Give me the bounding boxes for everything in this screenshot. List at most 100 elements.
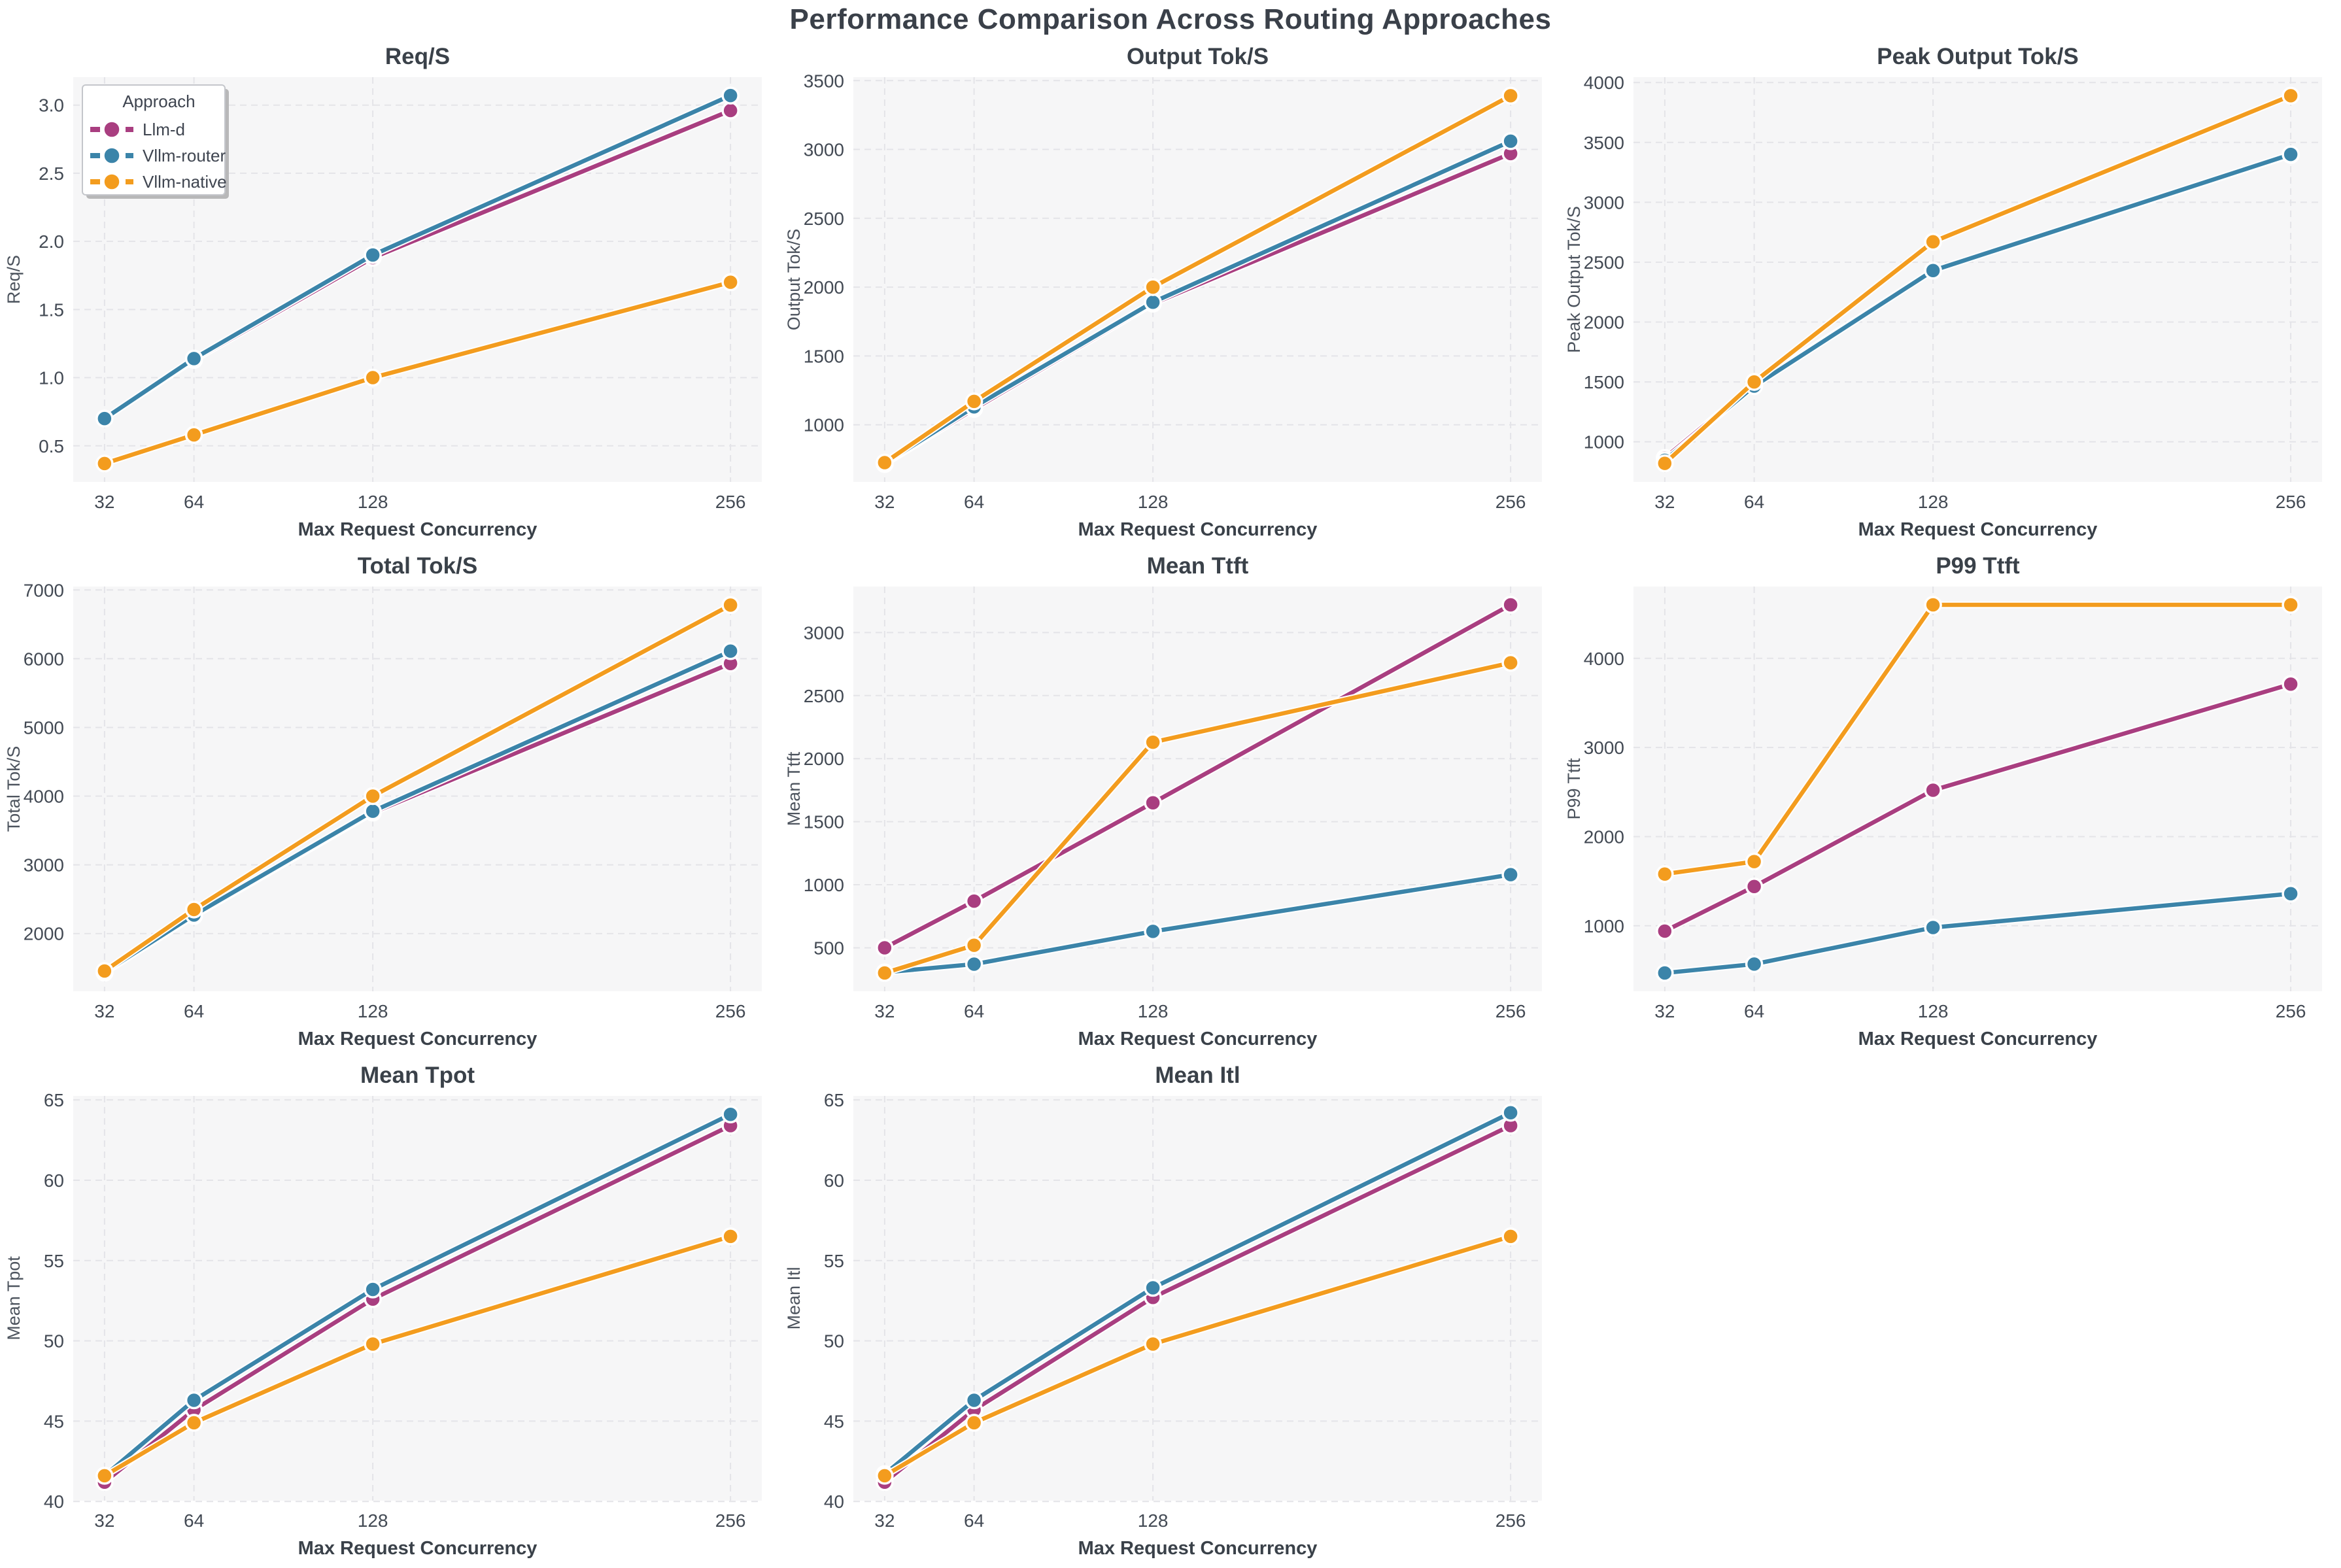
x-tick-label: 32 xyxy=(94,1001,114,1021)
x-axis-label: Max Request Concurrency xyxy=(298,519,538,540)
y-tick-label: 50 xyxy=(824,1331,844,1352)
data-point-vllm-router xyxy=(721,1105,740,1123)
data-point-llm-d xyxy=(1144,793,1162,812)
data-point-vllm-router xyxy=(1924,262,1942,280)
data-point-vllm-router xyxy=(1501,132,1520,150)
chart-cell-req-s: Req/S 0.5 1.0 1.5 2.0 2.5 3.0 32 64 128 256 Max Req… xyxy=(0,37,780,546)
x-tick-label: 64 xyxy=(184,1001,204,1021)
data-point-vllm-native xyxy=(1656,864,1674,883)
y-tick-label: 55 xyxy=(824,1251,844,1271)
data-point-vllm-router xyxy=(2281,884,2300,903)
chart-cell-mean-itl: Mean Itl 40 45 50 55 60 65 32 64 128 256 Max Reques… xyxy=(780,1055,1560,1565)
data-point-vllm-router xyxy=(364,1280,382,1299)
x-tick-label: 256 xyxy=(1495,1510,1526,1531)
legend-marker-icon xyxy=(102,172,122,192)
data-point-llm-d xyxy=(2281,675,2300,694)
y-tick-label: 55 xyxy=(44,1251,64,1271)
y-tick-label: 4000 xyxy=(24,787,64,807)
data-point-vllm-native xyxy=(95,454,114,473)
data-point-vllm-native xyxy=(1144,1335,1162,1354)
data-point-vllm-native xyxy=(184,1414,203,1432)
legend-label: Vllm-router xyxy=(143,146,226,165)
chart-title: Mean Tpot xyxy=(360,1063,475,1088)
series-line-vllm-native xyxy=(1662,94,2293,466)
x-axis-label: Max Request Concurrency xyxy=(1858,1029,2098,1049)
data-point-llm-d xyxy=(965,892,983,910)
series-line-vllm-native xyxy=(102,280,733,466)
x-axis-label: Max Request Concurrency xyxy=(1078,519,1318,540)
series-line-vllm-router xyxy=(102,93,733,421)
y-tick-label: 3500 xyxy=(1584,133,1624,153)
y-tick-label: 3.0 xyxy=(39,95,64,116)
data-point-vllm-native xyxy=(965,1414,983,1432)
y-tick-label: 7000 xyxy=(24,580,64,600)
data-point-vllm-native xyxy=(965,392,983,411)
x-axis-label: Max Request Concurrency xyxy=(1858,519,2098,540)
data-point-vllm-native xyxy=(1745,852,1764,871)
data-point-vllm-native xyxy=(1656,454,1674,473)
x-tick-label: 128 xyxy=(1138,492,1169,512)
data-point-vllm-native xyxy=(965,936,983,955)
y-tick-label: 500 xyxy=(813,938,844,958)
data-point-vllm-native xyxy=(876,1467,894,1485)
data-point-vllm-native xyxy=(364,787,382,806)
y-tick-label: 50 xyxy=(44,1331,64,1352)
data-point-vllm-native xyxy=(721,596,740,615)
x-tick-label: 128 xyxy=(1918,1001,1949,1021)
chart-cell-output-tok-s: Output Tok/S 1000 1500 2000 2500 3000 3500 32 64… xyxy=(780,37,1560,546)
x-tick-label: 256 xyxy=(2276,1001,2306,1021)
y-tick-label: 65 xyxy=(824,1090,844,1110)
chart-svg: Output Tok/S 1000 1500 2000 2500 3000 3500 32 64… xyxy=(784,44,1542,540)
x-tick-label: 128 xyxy=(1918,492,1949,512)
y-tick-label: 2000 xyxy=(24,924,64,944)
data-point-llm-d xyxy=(1501,596,1520,614)
chart-cell-peak-output-tok-s: Peak Output Tok/S 1000 1500 2000 2500 3000 350… xyxy=(1560,37,2340,546)
plot-area xyxy=(1633,587,2322,991)
y-axis-label: Mean Itl xyxy=(784,1267,804,1329)
x-tick-label: 256 xyxy=(1495,1001,1526,1021)
data-point-vllm-router xyxy=(1924,918,1942,937)
chart-title: Mean Ttft xyxy=(1147,553,1249,579)
x-tick-label: 64 xyxy=(1744,1001,1764,1021)
x-tick-label: 128 xyxy=(358,492,388,512)
data-point-vllm-router xyxy=(184,1391,203,1410)
x-tick-label: 256 xyxy=(715,1001,746,1021)
y-tick-label: 2.0 xyxy=(39,231,64,252)
data-point-vllm-router xyxy=(721,642,740,660)
series-line-vllm-native xyxy=(882,660,1513,976)
chart-svg: Mean Tpot 40 45 50 55 60 65 32 64 128 256 Max Reque… xyxy=(4,1063,762,1559)
data-point-vllm-router xyxy=(95,409,114,428)
data-point-vllm-native xyxy=(1924,596,1942,614)
series-line-vllm-native xyxy=(882,94,1513,465)
data-point-vllm-native xyxy=(184,900,203,919)
series-line-vllm-router xyxy=(882,872,1513,975)
y-tick-label: 1.0 xyxy=(39,368,64,388)
data-point-vllm-router xyxy=(1144,293,1162,311)
series-line-vllm-native xyxy=(102,603,733,974)
y-tick-label: 4000 xyxy=(1584,73,1624,93)
data-point-vllm-router xyxy=(364,246,382,264)
chart-title: Peak Output Tok/S xyxy=(1877,44,2079,69)
chart-cell-mean-ttft: Mean Ttft 500 1000 1500 2000 2500 3000 32 64 128 2… xyxy=(780,546,1560,1055)
data-point-vllm-native xyxy=(721,273,740,292)
y-tick-label: 3500 xyxy=(804,71,844,91)
x-tick-label: 32 xyxy=(94,1510,114,1531)
x-tick-label: 128 xyxy=(358,1001,388,1021)
series-line-vllm-router xyxy=(1662,891,2293,976)
x-axis-label: Max Request Concurrency xyxy=(298,1029,538,1049)
y-tick-label: 1.5 xyxy=(39,299,64,320)
legend-label: Llm-d xyxy=(143,120,185,139)
x-tick-label: 32 xyxy=(94,492,114,512)
figure-title: Performance Comparison Across Routing Ap… xyxy=(789,3,1552,35)
y-tick-label: 2000 xyxy=(1584,827,1624,847)
data-point-llm-d xyxy=(1745,878,1764,896)
data-point-vllm-native xyxy=(364,368,382,387)
plot-area xyxy=(1633,77,2322,482)
y-tick-label: 2500 xyxy=(1584,252,1624,273)
y-tick-label: 1000 xyxy=(1584,432,1624,452)
data-point-vllm-native xyxy=(1501,653,1520,672)
x-axis-label: Max Request Concurrency xyxy=(1078,1029,1318,1049)
data-point-vllm-native xyxy=(1924,233,1942,251)
data-point-vllm-native xyxy=(184,426,203,444)
data-point-llm-d xyxy=(876,938,894,957)
